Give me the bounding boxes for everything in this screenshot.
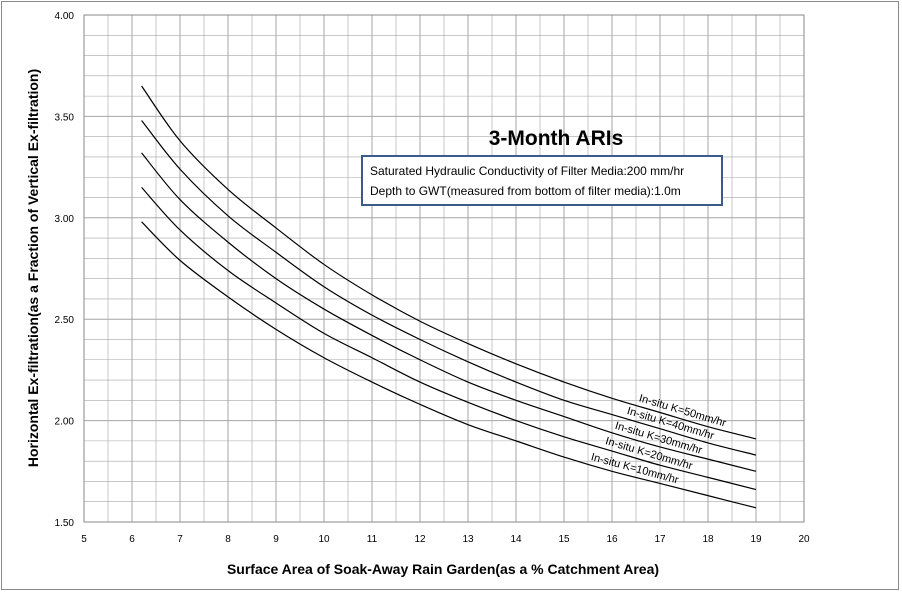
series-line <box>141 221 757 509</box>
annotation-box <box>361 155 723 206</box>
x-tick-label: 20 <box>798 534 810 545</box>
y-tick-label: 2.50 <box>55 315 75 326</box>
x-tick-label: 8 <box>225 534 231 545</box>
x-tick-label: 11 <box>367 534 378 545</box>
plot-area <box>83 14 805 523</box>
y-tick-label: 2.00 <box>55 417 75 428</box>
y-tick-label: 1.50 <box>55 518 75 529</box>
x-tick-label: 16 <box>606 534 618 545</box>
series-line <box>141 120 757 456</box>
tick-labels: 5 6 7 8 9 10 11 12 13 14 15 16 17 18 19 20 1.50 2.00 2.50 3… <box>55 11 810 545</box>
x-axis-title: Surface Area of Soak-Away Rain Garden(as… <box>227 561 659 577</box>
y-tick-label: 3.50 <box>55 112 75 123</box>
x-tick-label: 7 <box>177 534 183 545</box>
y-tick-label: 3.00 <box>55 214 75 225</box>
x-tick-label: 5 <box>81 534 87 545</box>
x-tick-label: 13 <box>462 534 474 545</box>
x-tick-label: 6 <box>129 534 135 545</box>
x-tick-label: 14 <box>510 534 522 545</box>
x-tick-label: 9 <box>273 534 279 545</box>
x-tick-label: 19 <box>750 534 762 545</box>
annotation-line-2: Depth to GWT(measured from bottom of fil… <box>370 184 681 198</box>
series-line <box>141 186 757 491</box>
series-lines <box>141 85 757 509</box>
y-axis-title: Horizontal Ex-filtration(as a Fraction o… <box>25 69 41 467</box>
x-tick-label: 12 <box>414 534 426 545</box>
y-tick-label: 4.00 <box>55 11 75 22</box>
chart-title: 3-Month ARIs <box>489 127 624 150</box>
annotation-line-1: Saturated Hydraulic Conductivity of Filt… <box>370 164 684 178</box>
x-tick-label: 18 <box>702 534 714 545</box>
x-tick-label: 10 <box>318 534 330 545</box>
x-tick-label: 17 <box>654 534 666 545</box>
series-line <box>141 85 757 440</box>
grid <box>83 14 805 523</box>
x-tick-label: 15 <box>558 534 570 545</box>
series-line <box>141 152 757 472</box>
